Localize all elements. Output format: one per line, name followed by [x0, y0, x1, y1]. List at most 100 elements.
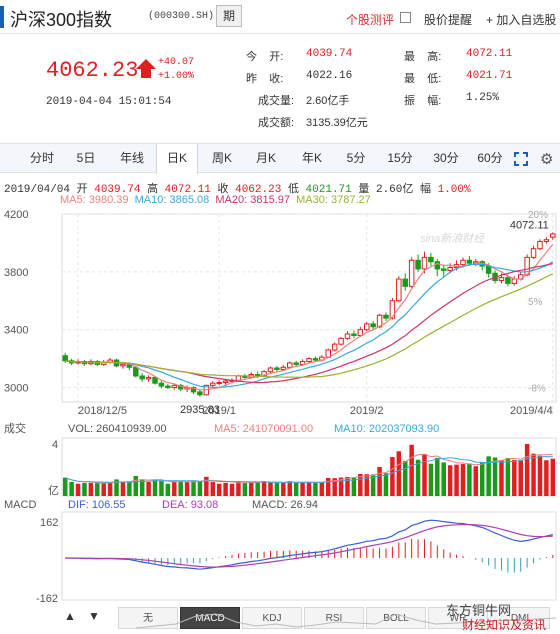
stock-review-link[interactable]: 个股测评 — [346, 13, 395, 27]
volume-bar — [82, 482, 87, 496]
last-price: 4062.23 — [46, 58, 139, 83]
amount-label: 成交额: — [258, 117, 295, 129]
ma20-label: MA20: 3815.97 — [215, 194, 290, 206]
vol-label: VOL: 260410939.00 — [68, 423, 166, 435]
price-alert-link[interactable]: 股价提醒 — [424, 13, 473, 27]
vol-ma5-line — [65, 453, 553, 484]
volume-bar — [197, 481, 203, 496]
x-tick-label: 2019/1 — [202, 405, 236, 417]
volume-bar — [537, 455, 543, 496]
x-tick-label: 2019/2 — [350, 405, 384, 417]
volume-bar — [101, 482, 106, 496]
info-vol-label: 量 — [358, 184, 370, 196]
tab-daily-k[interactable]: 日K — [156, 144, 198, 174]
volume-bar — [441, 462, 446, 496]
candle-body — [530, 248, 537, 258]
candle-body — [434, 261, 441, 270]
volume-bar — [159, 481, 164, 496]
candle-body — [440, 268, 447, 271]
indicator-无[interactable]: 无 — [118, 607, 178, 629]
candle-body — [485, 265, 492, 274]
alert-checkbox-icon[interactable] — [400, 12, 411, 23]
ohlc-info-line: 2019/04/04 开 4039.74 高 4072.11 收 4062.23… — [4, 180, 471, 196]
volume-bar — [409, 444, 414, 496]
volume-bar — [492, 457, 498, 496]
ma-legend: MA5: 3980.39 MA10: 3865.08 MA20: 3815.97… — [60, 194, 371, 206]
volume-bar — [415, 459, 421, 496]
volume-bar — [313, 482, 318, 496]
volume-bar — [377, 466, 382, 496]
candle-body — [402, 278, 408, 287]
tab-60min[interactable]: 60分 — [477, 151, 503, 165]
candle-body — [505, 277, 511, 284]
tab-5min[interactable]: 5分 — [346, 151, 366, 165]
y-tick-label: 3400 — [4, 325, 28, 337]
indicator-macd[interactable]: MACD — [180, 607, 240, 629]
tab-yearly-k[interactable]: 年K — [301, 151, 322, 165]
up-arrow-icon — [136, 59, 156, 69]
info-close-label: 收 — [217, 184, 229, 196]
indicator-rsi[interactable]: RSI — [304, 607, 364, 629]
candle-body — [216, 381, 222, 384]
info-amp: 1.00% — [437, 184, 471, 196]
candle-body — [351, 333, 357, 336]
candle-body — [363, 323, 370, 331]
candle-body — [543, 239, 550, 242]
ma30-line — [65, 273, 554, 378]
candle-body — [235, 375, 242, 381]
volume-value: 2.60亿手 — [306, 95, 350, 107]
candle-body — [62, 355, 68, 362]
candle-body — [466, 259, 473, 264]
title-accent — [0, 6, 4, 28]
volume-bar — [383, 473, 389, 496]
volume-bar — [120, 482, 126, 496]
volume-bar — [165, 483, 171, 496]
tab-intraday[interactable]: 分时 — [29, 151, 54, 165]
volume-bar — [62, 477, 68, 496]
fullscreen-icon[interactable] — [514, 152, 528, 166]
overview-sparkline — [135, 613, 557, 629]
tab-5day[interactable]: 5日 — [76, 151, 96, 165]
y-tick-label: 4200 — [4, 209, 28, 221]
arrow-down-button[interactable]: ▼ — [88, 609, 100, 623]
open-value: 4039.74 — [306, 48, 353, 60]
period-button[interactable]: 期 — [216, 5, 242, 27]
candle-body — [145, 376, 152, 380]
y-tick-label: 3800 — [4, 267, 28, 279]
volume-bar — [249, 482, 254, 496]
candle-body — [267, 367, 274, 373]
indicator-boll[interactable]: BOLL — [366, 607, 426, 629]
x-tick-label: 2019/4/4 — [510, 405, 553, 417]
volume-bar — [524, 444, 530, 496]
volume-bar — [268, 482, 273, 496]
vol-ma5-label: MA5: 241070091.00 — [214, 423, 313, 435]
candle-body — [389, 300, 396, 319]
volume-bar — [191, 480, 196, 496]
tab-15min[interactable]: 15分 — [387, 151, 413, 165]
candle-body — [287, 362, 293, 368]
candle-body — [222, 380, 229, 383]
ma10-line — [65, 261, 554, 389]
macd-panel: MACD DIF: 106.55 DEA: 93.08 MACD: 26.94 162 -… — [4, 499, 557, 605]
volume-bar — [473, 466, 479, 496]
arrow-up-button[interactable]: ▲ — [64, 609, 76, 623]
volume-bar — [531, 453, 536, 496]
volume-bar — [319, 482, 325, 496]
indicator-kdj[interactable]: KDJ — [242, 607, 302, 629]
add-watchlist-link[interactable]: + 加入自选股 — [486, 13, 557, 27]
dif-line — [65, 519, 553, 570]
volume-bar — [370, 474, 376, 496]
tab-monthly-k[interactable]: 月K — [255, 151, 276, 165]
tab-weekly-k[interactable]: 周K — [211, 151, 232, 165]
low-value: 4021.71 — [466, 70, 513, 82]
info-high: 4072.11 — [164, 184, 211, 196]
y-right-tick-label: 20% — [528, 210, 548, 221]
gear-icon[interactable]: ⚙ — [540, 151, 554, 168]
tab-30min[interactable]: 30分 — [433, 151, 459, 165]
volume-bar — [152, 479, 158, 496]
index-name: 沪深300指数 — [10, 10, 113, 30]
tab-year-line[interactable]: 年线 — [119, 151, 144, 165]
open-label: 今 开: — [246, 51, 284, 63]
volume-bar — [338, 477, 344, 496]
